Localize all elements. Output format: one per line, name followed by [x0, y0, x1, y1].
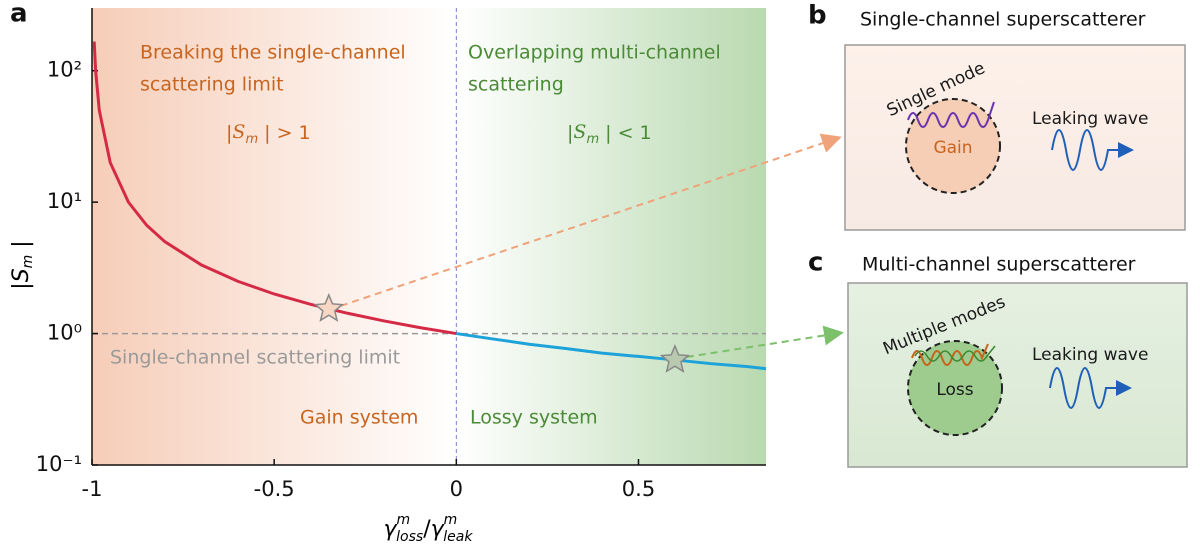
plot-background	[92, 8, 766, 465]
plot: -1 -0.5 0 0.5 10⁻¹ 10⁰ 10¹ 10²	[36, 8, 767, 501]
label-part: |	[9, 240, 34, 254]
star-marker	[313, 292, 344, 322]
annotation-part: | > 1	[258, 122, 311, 144]
panel-title: Single-channel superscatterer	[860, 9, 1146, 31]
label-part: leak	[443, 529, 473, 545]
curve	[92, 41, 457, 336]
loss-region	[456, 8, 766, 465]
y-tick-label: 10⁰	[47, 321, 82, 345]
label-part: γ	[431, 517, 445, 542]
annotation-part: S	[232, 121, 245, 143]
panel-label: c	[808, 248, 823, 278]
loss-medium	[907, 340, 1003, 436]
y-tick-label: 10⁻¹	[36, 452, 82, 476]
star-marker	[659, 343, 691, 373]
y-tick-label: 10²	[47, 58, 82, 82]
annotation: Single-channel scattering limit	[110, 347, 400, 369]
panel-title: Multi-channel superscatterer	[862, 254, 1136, 276]
annotation: |Sm | < 1	[567, 121, 652, 147]
annotation: Gain system	[300, 407, 418, 429]
annotation: Overlapping multi-channel	[468, 42, 721, 64]
gain-medium	[905, 98, 1001, 194]
label-part: S	[9, 268, 34, 282]
x-tick-label: 0	[450, 477, 463, 501]
annotation-part: m	[586, 132, 599, 147]
curve	[456, 332, 767, 371]
annotation-part: |	[567, 122, 573, 144]
label-part: γ	[383, 517, 397, 542]
x-tick-label: -0.5	[254, 477, 295, 501]
x-tick-label: 0.5	[622, 477, 655, 501]
annotation: Breaking the single-channel	[140, 42, 406, 64]
label-part: |	[9, 282, 34, 289]
diagram-label: Leaking wave	[1032, 109, 1148, 129]
panel-label: b	[808, 1, 827, 31]
annotation: Lossy system	[470, 407, 598, 429]
leaking-wave	[1049, 367, 1132, 409]
panel-label: a	[10, 0, 28, 29]
x-tick-label: -1	[82, 477, 103, 501]
annotation: scattering limit	[140, 74, 284, 96]
annotation-part: |	[226, 122, 232, 144]
diagram-label: Gain	[933, 138, 972, 158]
label-part: m	[20, 255, 36, 269]
pointer-arrow	[686, 325, 844, 358]
leaking-wave	[1051, 129, 1134, 171]
label-part: m	[397, 512, 411, 528]
label-part: m	[444, 512, 458, 528]
label-part: loss	[396, 529, 423, 545]
annotation: scattering	[468, 74, 564, 96]
gain-region	[92, 8, 457, 465]
diagram-box	[847, 282, 1188, 468]
annotation-part: | < 1	[599, 122, 652, 144]
diagram-label: Loss	[936, 380, 973, 400]
y-tick-label: 10¹	[47, 189, 82, 213]
pointer-arrow	[340, 133, 842, 307]
diagram-label: Leaking wave	[1032, 345, 1148, 365]
mode-wave	[911, 343, 989, 366]
y-axis-label: |Sm |	[9, 240, 36, 289]
annotation-part: S	[573, 121, 586, 143]
mode-wave	[907, 101, 995, 128]
diagram-box	[844, 44, 1186, 231]
annotation: |Sm | > 1	[226, 121, 311, 147]
mode-wave	[914, 345, 996, 362]
label-part: /	[423, 517, 431, 542]
annotation-part: m	[245, 132, 258, 147]
x-axis-label: γm loss/γm leak	[383, 512, 473, 545]
